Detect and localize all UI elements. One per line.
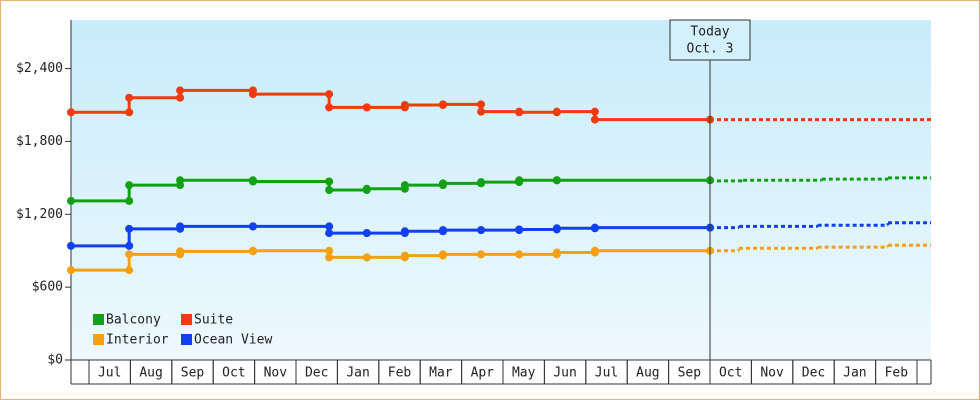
price-marker — [552, 224, 561, 233]
x-tick-label: Jun — [553, 366, 576, 381]
x-tick-label: Feb — [388, 366, 412, 381]
price-marker — [515, 176, 524, 185]
price-marker — [515, 108, 524, 117]
legend-swatch — [93, 314, 104, 325]
x-tick-label: Dec — [802, 366, 825, 381]
y-tick-label: $0 — [47, 353, 63, 368]
x-tick-label: Nov — [760, 366, 784, 381]
price-marker — [248, 246, 257, 255]
price-marker — [362, 253, 371, 262]
price-marker — [176, 86, 185, 95]
legend-swatch — [181, 334, 192, 345]
x-tick-label: Nov — [264, 366, 288, 381]
y-tick-label: $1,800 — [16, 134, 63, 149]
price-marker — [477, 250, 486, 259]
price-marker — [438, 226, 447, 235]
price-marker — [400, 101, 409, 109]
plot-area — [71, 20, 931, 360]
x-tick-label: Oct — [222, 366, 245, 381]
price-marker — [438, 100, 447, 109]
price-marker — [552, 248, 561, 257]
price-marker — [590, 246, 599, 255]
y-tick-label: $2,400 — [16, 61, 63, 76]
x-tick-label: May — [512, 366, 536, 381]
price-marker — [67, 108, 75, 117]
price-marker — [477, 178, 486, 187]
legend-label: Suite — [194, 313, 233, 328]
legend-swatch — [181, 314, 192, 325]
x-tick-label: Aug — [139, 366, 162, 381]
x-tick-label: Jul — [98, 366, 121, 381]
x-tick-label: Jan — [346, 366, 369, 381]
x-tick-label: Sep — [678, 366, 702, 381]
legend-swatch — [93, 334, 104, 345]
price-marker — [477, 226, 486, 235]
price-marker — [248, 222, 257, 231]
price-marker — [400, 227, 409, 236]
price-marker — [515, 250, 524, 259]
x-tick-label: Dec — [305, 366, 328, 381]
price-marker — [325, 103, 334, 112]
price-marker — [176, 222, 185, 231]
x-tick-label: Sep — [181, 366, 205, 381]
price-marker — [400, 251, 409, 260]
price-marker — [125, 181, 134, 190]
price-marker — [552, 107, 561, 116]
x-tick-label: Feb — [885, 366, 909, 381]
price-marker — [248, 177, 257, 186]
price-marker — [438, 179, 447, 188]
price-marker — [362, 103, 371, 112]
x-tick-label: Aug — [636, 366, 659, 381]
price-marker — [325, 186, 334, 194]
legend-label: Interior — [106, 333, 169, 348]
price-marker — [176, 176, 185, 185]
price-marker — [590, 223, 599, 232]
price-marker — [590, 115, 599, 124]
price-marker — [125, 93, 134, 102]
price-marker — [125, 224, 134, 233]
price-marker — [67, 241, 75, 250]
price-marker — [248, 90, 257, 99]
today-box — [669, 19, 751, 61]
price-marker — [362, 184, 371, 193]
price-marker — [362, 229, 371, 238]
price-marker — [176, 247, 185, 256]
price-marker — [400, 181, 409, 190]
price-marker — [67, 196, 75, 205]
price-marker — [515, 225, 524, 234]
legend-label: Balcony — [106, 313, 161, 328]
price-marker — [325, 253, 334, 262]
price-marker — [477, 107, 486, 116]
x-tick-label: Jul — [595, 366, 618, 381]
y-tick-label: $1,200 — [16, 207, 63, 222]
y-tick-label: $600 — [32, 280, 63, 295]
price-marker — [438, 250, 447, 259]
x-tick-label: Oct — [719, 366, 742, 381]
legend-label: Ocean View — [194, 333, 272, 348]
today-label: Oct. 3 — [687, 42, 734, 57]
x-tick-label: Apr — [471, 366, 495, 381]
price-marker — [67, 266, 75, 275]
today-label: Today — [690, 25, 729, 40]
price-marker — [125, 250, 134, 259]
x-tick-label: Mar — [429, 366, 453, 381]
x-tick-label: Jan — [843, 366, 866, 381]
price-marker — [552, 176, 561, 185]
price-marker — [325, 229, 334, 238]
